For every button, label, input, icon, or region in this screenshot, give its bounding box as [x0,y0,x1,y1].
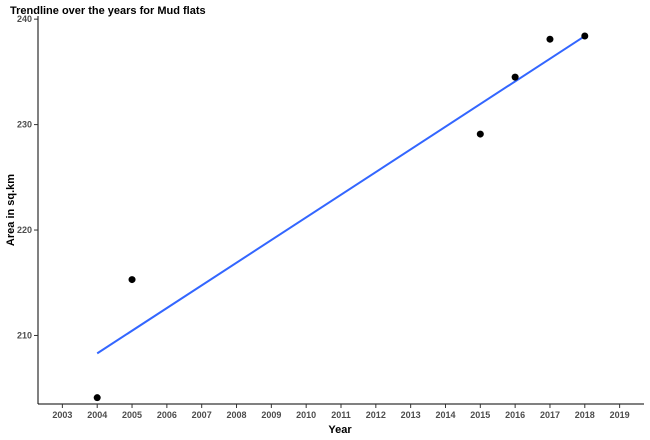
x-tick-label: 2005 [122,410,142,420]
y-axis-title: Area in sq.km [5,174,17,246]
chart-title: Trendline over the years for Mud flats [10,5,206,17]
trend-line [96,35,586,355]
y-tick-label: 230 [17,120,32,130]
x-tick-label: 2017 [540,410,560,420]
x-tick-label: 2003 [52,410,72,420]
x-tick-label: 2014 [435,410,455,420]
x-tick-label: 2018 [575,410,595,420]
x-tick-label: 2011 [331,410,351,420]
y-tick-label: 210 [17,330,32,340]
data-point [93,394,101,402]
x-ticks: 2003 2004 2005 2006 2007 2008 2009 2010 2011 2012… [52,404,630,420]
axes [37,16,644,405]
x-tick-label: 2016 [505,410,525,420]
x-tick-label: 2012 [366,410,386,420]
y-tick-label: 220 [17,225,32,235]
x-tick-label: 2013 [401,410,421,420]
x-tick-label: 2009 [261,410,281,420]
x-tick-label: 2006 [157,410,177,420]
x-tick-label: 2015 [470,410,490,420]
y-tick-label: 240 [17,14,32,24]
x-tick-label: 2007 [192,410,212,420]
x-axis-title: Year [328,424,352,436]
x-tick-label: 2019 [610,410,630,420]
y-ticks: 210 220 230 240 [17,14,38,340]
data-point [128,276,136,284]
data-point [546,35,554,43]
series-layer [93,32,589,402]
data-point [581,32,589,40]
data-point [511,73,519,81]
x-tick-label: 2010 [296,410,316,420]
data-point [476,130,484,138]
x-tick-label: 2008 [227,410,247,420]
x-tick-label: 2004 [87,410,107,420]
